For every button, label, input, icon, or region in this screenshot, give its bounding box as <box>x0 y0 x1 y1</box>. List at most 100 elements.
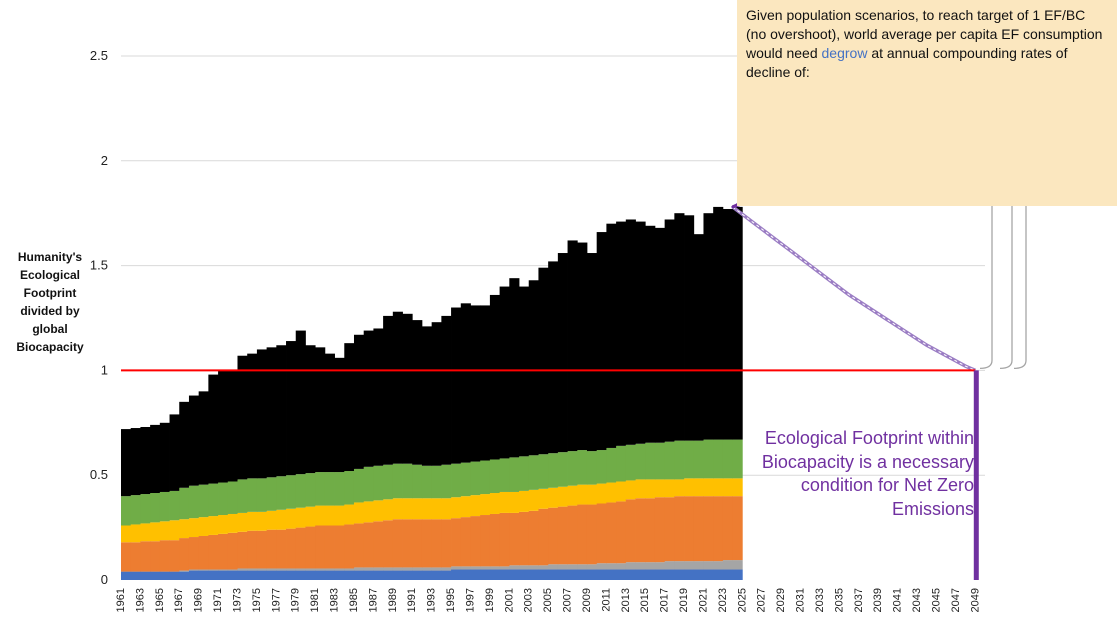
bar-orange-2022 <box>713 496 724 562</box>
bar-green-1991 <box>412 464 423 499</box>
y-tick-2: 2 <box>101 153 108 168</box>
bar-orange-1999 <box>489 513 501 567</box>
bar-orange-1979 <box>295 527 306 569</box>
bar-orange-1963 <box>140 541 151 572</box>
bar-black-1963 <box>140 426 151 495</box>
x-tick-1971: 1971 <box>212 588 224 612</box>
bar-black-1986 <box>363 330 374 467</box>
bar-green-2018 <box>674 440 685 480</box>
bar-yellow-2003 <box>528 489 539 511</box>
bar-gray-1990 <box>402 567 413 571</box>
bar-yellow-1964 <box>150 522 161 542</box>
bar-gray-2017 <box>664 561 675 570</box>
bar-yellow-1982 <box>324 505 335 526</box>
bar-black-1962 <box>130 428 141 496</box>
bar-gray-1986 <box>363 567 374 571</box>
bar-green-2022 <box>713 439 724 479</box>
y-tick-labels: 0 0.5 1 1.5 2 2.5 <box>90 48 108 587</box>
x-tick-2025: 2025 <box>736 588 748 612</box>
bar-yellow-1998 <box>480 494 491 516</box>
bar-orange-1972 <box>227 532 238 570</box>
bar-blue-1979 <box>295 570 306 580</box>
bar-gray-2004 <box>538 565 549 570</box>
bar-black-1988 <box>383 315 394 465</box>
bar-green-1985 <box>353 468 365 503</box>
bar-orange-1962 <box>130 542 141 572</box>
bar-green-1994 <box>441 464 452 499</box>
bar-orange-2021 <box>703 496 714 562</box>
bar-yellow-1972 <box>227 513 238 533</box>
bar-yellow-2018 <box>674 479 685 497</box>
bar-gray-1981 <box>315 568 326 571</box>
bar-orange-1992 <box>421 519 433 568</box>
bar-yellow-2010 <box>596 483 607 504</box>
bar-black-2013 <box>625 219 636 445</box>
bar-yellow-1994 <box>441 498 452 520</box>
bar-yellow-2005 <box>548 487 559 508</box>
bar-green-1979 <box>295 474 306 508</box>
bar-orange-2006 <box>557 506 568 565</box>
x-tick-2003: 2003 <box>523 588 535 612</box>
bar-blue-1992 <box>421 570 433 580</box>
x-tick-2045: 2045 <box>931 588 943 612</box>
bar-yellow-1992 <box>421 498 433 520</box>
bar-orange-1993 <box>431 519 442 568</box>
net-zero-callout: Ecological Footprint within Biocapacity … <box>761 428 974 519</box>
x-tick-2001: 2001 <box>503 588 515 612</box>
bar-gray-1996 <box>460 566 471 570</box>
bar-green-2013 <box>625 444 636 481</box>
bar-green-1993 <box>431 465 442 499</box>
bar-yellow-1963 <box>140 523 151 542</box>
bar-yellow-1965 <box>159 521 170 541</box>
bar-gray-2013 <box>625 562 636 570</box>
bar-orange-1991 <box>412 519 423 568</box>
x-tick-2037: 2037 <box>853 588 865 612</box>
bar-orange-1975 <box>256 530 268 569</box>
bar-black-2000 <box>499 286 510 459</box>
bar-orange-2024 <box>732 496 743 561</box>
bar-black-1979 <box>295 330 306 475</box>
bar-green-2006 <box>557 452 568 487</box>
bar-blue-1964 <box>150 571 161 580</box>
bar-orange-1989 <box>392 519 403 568</box>
bar-black-2007 <box>567 240 578 452</box>
bar-orange-2023 <box>722 496 733 561</box>
x-tick-2017: 2017 <box>659 588 671 612</box>
bar-orange-1974 <box>247 530 258 569</box>
bar-orange-1981 <box>315 525 326 569</box>
bar-orange-1984 <box>344 524 355 569</box>
bar-gray-1995 <box>451 566 462 570</box>
bar-yellow-1979 <box>295 507 306 528</box>
x-tick-2009: 2009 <box>581 588 593 612</box>
bar-green-2005 <box>548 453 559 488</box>
bar-blue-1993 <box>431 570 442 580</box>
bar-green-1962 <box>130 495 141 525</box>
bar-blue-1971 <box>218 570 229 580</box>
bar-black-1985 <box>353 334 365 469</box>
bar-blue-2018 <box>674 569 685 580</box>
bar-green-1964 <box>150 493 161 523</box>
bar-yellow-1974 <box>247 511 258 531</box>
bar-orange-2000 <box>499 512 510 567</box>
bar-yellow-1980 <box>305 506 316 527</box>
bar-gray-1982 <box>324 568 335 571</box>
bar-orange-2002 <box>519 511 530 566</box>
bar-blue-1966 <box>169 571 180 580</box>
bar-gray-1999 <box>489 566 501 570</box>
bar-green-1990 <box>402 463 413 499</box>
bar-gray-2015 <box>645 562 656 570</box>
bar-gray-1976 <box>266 568 277 571</box>
bar-gray-2006 <box>557 564 568 570</box>
bar-black-2006 <box>557 253 568 453</box>
bar-blue-1965 <box>159 571 170 580</box>
bar-orange-1961 <box>121 542 132 572</box>
bar-blue-1980 <box>305 570 316 580</box>
x-tick-2043: 2043 <box>911 588 923 612</box>
x-tick-1983: 1983 <box>329 588 341 612</box>
bar-gray-1997 <box>470 566 481 570</box>
bar-green-2009 <box>586 451 598 485</box>
bar-black-2021 <box>703 213 714 440</box>
bar-blue-2016 <box>654 569 666 580</box>
bar-blue-2023 <box>722 569 733 580</box>
bar-blue-2006 <box>557 569 568 580</box>
